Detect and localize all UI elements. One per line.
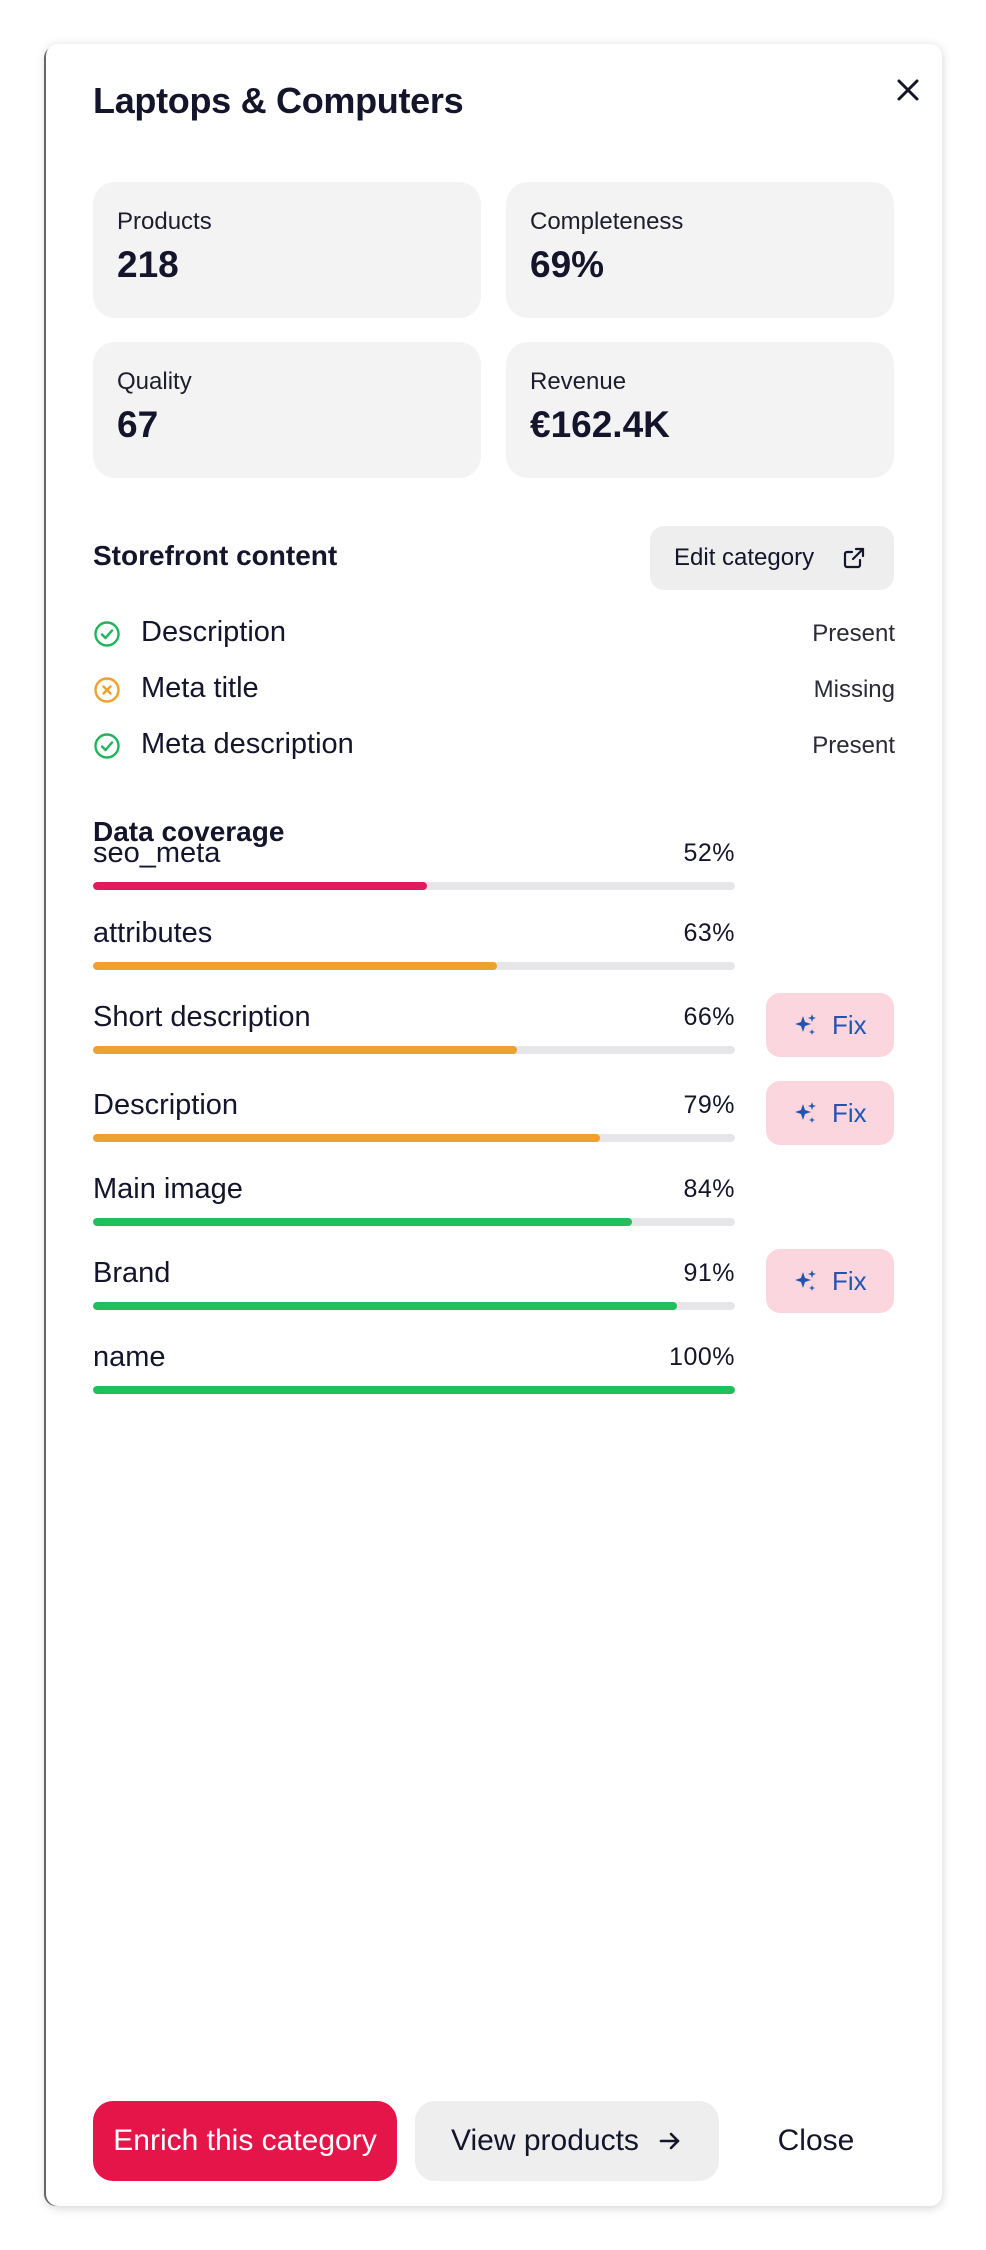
coverage-progress-track xyxy=(93,1046,735,1054)
stat-label: Quality xyxy=(117,368,192,395)
coverage-heading: Data coverage xyxy=(93,816,285,847)
stat-card-products: Products 218 xyxy=(93,182,481,318)
edit-category-button[interactable]: Edit category xyxy=(650,526,894,590)
coverage-progress-fill xyxy=(93,962,497,970)
coverage-progress-track xyxy=(93,1386,735,1394)
external-link-icon xyxy=(842,546,866,577)
coverage-progress-fill xyxy=(93,1218,632,1226)
coverage-row: Main image 84% xyxy=(93,1173,735,1229)
dialog-title: Laptops & Computers xyxy=(93,80,464,121)
coverage-percent: 66% xyxy=(683,1003,735,1031)
storefront-item-name: Description xyxy=(141,616,287,648)
fix-button[interactable]: Fix xyxy=(766,1249,894,1313)
coverage-row: Brand 91% xyxy=(93,1257,735,1313)
coverage-row: name 100% xyxy=(93,1341,735,1397)
sparkles-icon xyxy=(792,1012,818,1038)
coverage-percent: 79% xyxy=(683,1091,735,1119)
coverage-name: Description xyxy=(93,1089,239,1121)
fix-button[interactable]: Fix xyxy=(766,1081,894,1145)
close-icon[interactable] xyxy=(886,68,930,112)
coverage-progress-track xyxy=(93,1218,735,1226)
coverage-progress-track xyxy=(93,882,735,890)
coverage-progress-fill xyxy=(93,882,427,890)
coverage-progress-track xyxy=(93,1134,735,1142)
coverage-name: name xyxy=(93,1341,166,1373)
storefront-item-name: Meta description xyxy=(141,728,354,760)
coverage-name: Main image xyxy=(93,1173,243,1205)
coverage-progress-fill xyxy=(93,1386,735,1394)
coverage-progress-fill xyxy=(93,1134,600,1142)
enrich-category-button[interactable]: Enrich this category xyxy=(93,2101,397,2181)
storefront-item-meta-description: Meta description Present xyxy=(93,726,895,766)
coverage-row: Short description 66% xyxy=(93,1001,735,1057)
storefront-item-status: Present xyxy=(812,732,895,759)
coverage-name: attributes xyxy=(93,917,213,949)
stat-value: €162.4K xyxy=(530,404,670,445)
coverage-progress-track xyxy=(93,962,735,970)
check-circle-icon xyxy=(93,732,121,760)
stat-value: 69% xyxy=(530,244,605,285)
stat-label: Products xyxy=(117,208,212,235)
stat-value: 218 xyxy=(117,244,179,285)
category-detail-dialog: Laptops & Computers Products 218 Complet… xyxy=(46,44,942,2206)
stat-card-completeness: Completeness 69% xyxy=(506,182,894,318)
storefront-heading: Storefront content xyxy=(93,540,338,571)
stat-card-revenue: Revenue €162.4K xyxy=(506,342,894,478)
coverage-percent: 91% xyxy=(683,1259,735,1287)
coverage-row: attributes 63% xyxy=(93,917,735,973)
storefront-item-name: Meta title xyxy=(141,672,259,704)
coverage-percent: 63% xyxy=(683,919,735,947)
coverage-name: seo_meta xyxy=(93,837,221,869)
edit-category-label: Edit category xyxy=(674,544,815,571)
coverage-row: seo_meta 52% xyxy=(93,837,735,893)
sparkles-icon xyxy=(792,1268,818,1294)
storefront-item-meta-title: Meta title Missing xyxy=(93,670,895,710)
coverage-percent: 84% xyxy=(683,1175,735,1203)
coverage-name: Brand xyxy=(93,1257,171,1289)
storefront-item-status: Missing xyxy=(813,676,895,703)
fix-label: Fix xyxy=(832,1009,867,1040)
coverage-progress-track xyxy=(93,1302,735,1310)
coverage-progress-fill xyxy=(93,1302,677,1310)
x-circle-icon xyxy=(93,676,121,704)
fix-label: Fix xyxy=(832,1097,867,1128)
coverage-progress-fill xyxy=(93,1046,517,1054)
stat-value: 67 xyxy=(117,404,159,445)
sparkles-icon xyxy=(792,1100,818,1126)
stat-label: Revenue xyxy=(530,368,627,395)
arrow-right-icon xyxy=(657,2128,683,2154)
fix-label: Fix xyxy=(832,1265,867,1296)
coverage-name: Short description xyxy=(93,1001,311,1033)
fix-button[interactable]: Fix xyxy=(766,993,894,1057)
coverage-percent: 100% xyxy=(669,1343,735,1371)
view-products-label: View products xyxy=(451,2124,639,2157)
storefront-item-status: Present xyxy=(812,620,895,647)
check-circle-icon xyxy=(93,620,121,648)
close-button[interactable]: Close xyxy=(777,2124,855,2157)
view-products-button[interactable]: View products xyxy=(415,2101,719,2181)
coverage-row: Description 79% xyxy=(93,1089,735,1145)
coverage-percent: 52% xyxy=(683,839,735,867)
stat-card-quality: Quality 67 xyxy=(93,342,481,478)
stat-label: Completeness xyxy=(530,208,684,235)
storefront-item-description: Description Present xyxy=(93,614,895,654)
